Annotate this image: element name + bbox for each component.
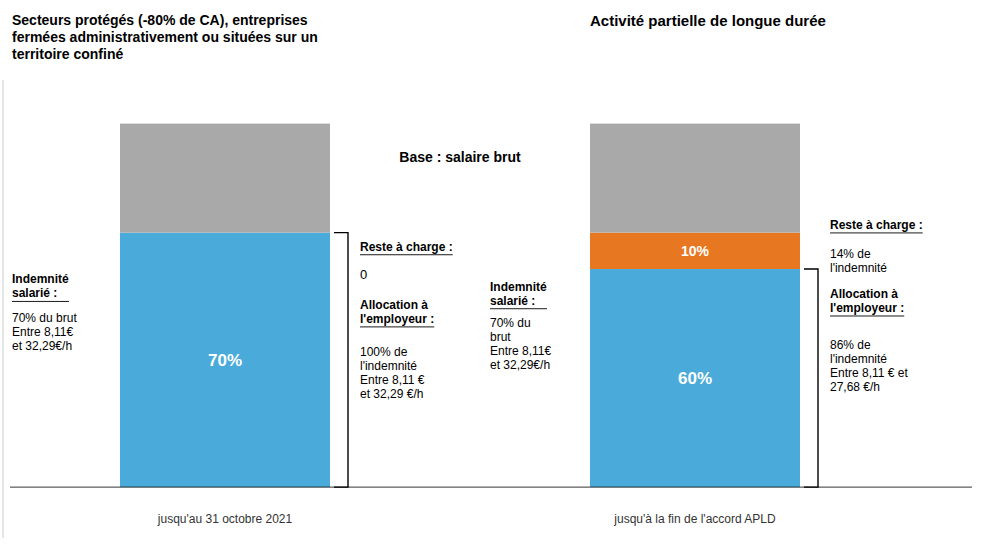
underline xyxy=(490,308,547,309)
annotation: 86% del'indemnitéEntre 8,11 € et27,68 €/… xyxy=(830,338,908,394)
annotation: 70% dubrutEntre 8,11€et 32,29€/h xyxy=(490,316,551,372)
data-labels: 70% 60% 10% xyxy=(208,243,712,388)
underline xyxy=(830,315,904,316)
bracket xyxy=(334,233,348,487)
annotation: 100% del'indemnitéEntre 8,11 €et 32,29 €… xyxy=(360,345,425,401)
data-label: 10% xyxy=(681,243,710,259)
data-label: 60% xyxy=(678,369,712,388)
underline xyxy=(360,326,434,327)
underline xyxy=(12,301,69,302)
baseline xyxy=(10,487,972,488)
category-label: jusqu'à la fin de l'accord APLD xyxy=(613,512,776,526)
annotation: Allocation àl'employeur : xyxy=(360,298,434,326)
underline xyxy=(830,232,923,233)
annotation: 14% del'indemnité xyxy=(830,247,887,275)
annotation: 70% du brutEntre 8,11€et 32,29€/h xyxy=(12,311,77,353)
annotation: 0 xyxy=(360,267,367,282)
annotation: Allocation àl'employeur : xyxy=(830,287,904,315)
data-label: 70% xyxy=(208,351,242,370)
annotation: Indemnitésalarié : xyxy=(490,280,547,308)
annotation: Indemnitésalarié : xyxy=(12,272,69,300)
chart: 70% 60% 10% jusqu'au 31 octobre 2021 jusqu'à… xyxy=(0,0,982,548)
bar-segment xyxy=(590,233,800,269)
bars xyxy=(120,124,800,487)
y-axis-line xyxy=(3,80,4,538)
annotation: Base : salaire brut xyxy=(399,149,521,165)
category-label: jusqu'au 31 octobre 2021 xyxy=(157,512,293,526)
bar-segment xyxy=(590,124,800,233)
annotations: Base : salaire brutIndemnitésalarié :70%… xyxy=(12,149,923,401)
bar-segment xyxy=(120,233,330,487)
bar-segment xyxy=(590,269,800,487)
underline xyxy=(360,254,453,255)
annotation: Reste à charge : xyxy=(830,218,923,232)
title: Secteurs protégés (-80% de CA), entrepri… xyxy=(12,12,318,62)
subtitle: Activité partielle de longue durée xyxy=(590,12,826,29)
bar-segment xyxy=(120,124,330,233)
bracket xyxy=(804,269,818,487)
annotation: Reste à charge : xyxy=(360,240,453,254)
